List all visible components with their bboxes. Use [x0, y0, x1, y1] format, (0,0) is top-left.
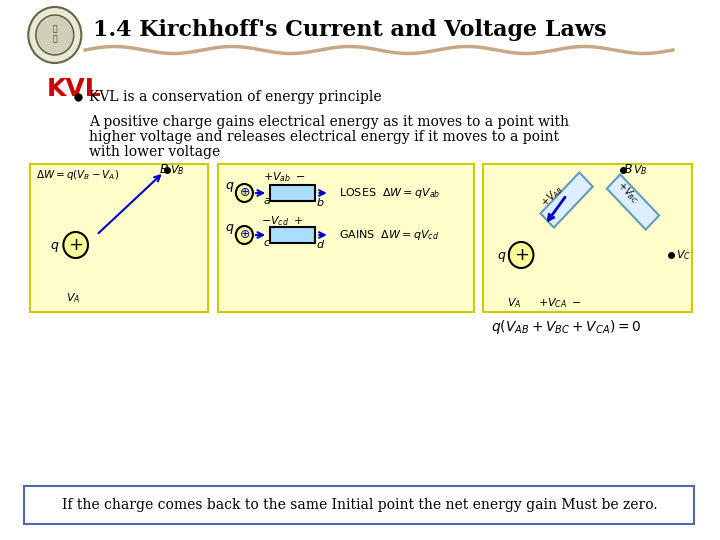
Text: $\oplus$: $\oplus$	[239, 186, 250, 199]
Circle shape	[509, 242, 534, 268]
FancyBboxPatch shape	[218, 164, 474, 312]
Text: $q$: $q$	[498, 250, 507, 264]
Bar	[270, 227, 315, 243]
Text: $a$: $a$	[264, 196, 271, 206]
Text: with lower voltage: with lower voltage	[89, 145, 220, 159]
Text: GAINS  $\Delta W = qV_{cd}$: GAINS $\Delta W = qV_{cd}$	[339, 228, 439, 242]
Circle shape	[236, 226, 253, 244]
Text: $+V_{BC}$: $+V_{BC}$	[614, 178, 642, 206]
Circle shape	[36, 15, 73, 55]
Text: $V_A$: $V_A$	[66, 291, 81, 305]
FancyBboxPatch shape	[30, 164, 208, 312]
Bar	[270, 185, 315, 201]
Text: $+$: $+$	[68, 236, 84, 254]
Text: $V_B$: $V_B$	[171, 163, 185, 177]
Text: 大: 大	[53, 35, 57, 44]
Text: $+V_{ab}\ -$: $+V_{ab}\ -$	[264, 170, 306, 184]
Text: $V_A$: $V_A$	[507, 296, 521, 310]
Text: 1.4 Kirchhoff's Current and Voltage Laws: 1.4 Kirchhoff's Current and Voltage Laws	[93, 19, 606, 41]
Text: $\oplus$: $\oplus$	[239, 228, 250, 241]
Circle shape	[236, 184, 253, 202]
Text: $V_B$: $V_B$	[633, 163, 647, 177]
Text: higher voltage and releases electrical energy if it moves to a point: higher voltage and releases electrical e…	[89, 130, 559, 144]
Text: $B$: $B$	[624, 163, 634, 176]
Text: KVL: KVL	[48, 77, 102, 101]
Bar	[541, 172, 593, 227]
Text: $b$: $b$	[316, 196, 325, 208]
Text: $d$: $d$	[316, 238, 325, 250]
Text: $+V_{CA}\ -$: $+V_{CA}\ -$	[538, 296, 582, 310]
FancyBboxPatch shape	[483, 164, 692, 312]
Text: KVL is a conservation of energy principle: KVL is a conservation of energy principl…	[89, 90, 382, 104]
Text: $c$: $c$	[264, 238, 271, 248]
Text: $q(V_{AB} + V_{BC} + V_{CA}) = 0$: $q(V_{AB} + V_{BC} + V_{CA}) = 0$	[491, 318, 642, 336]
Text: A positive charge gains electrical energy as it moves to a point with: A positive charge gains electrical energ…	[89, 115, 569, 129]
Text: If the charge comes back to the same Initial point the net energy gain Must be z: If the charge comes back to the same Ini…	[62, 498, 658, 512]
Text: $B$: $B$	[159, 163, 169, 176]
Circle shape	[63, 232, 88, 258]
Text: 山: 山	[53, 24, 57, 33]
Text: $+V_{AB}$: $+V_{AB}$	[538, 182, 566, 210]
Text: $q$: $q$	[225, 222, 235, 236]
Circle shape	[28, 7, 81, 63]
Text: $+$: $+$	[513, 246, 528, 264]
Text: $V_C$: $V_C$	[675, 248, 690, 262]
FancyBboxPatch shape	[24, 486, 693, 524]
Text: $\Delta W = q(V_B - V_A)$: $\Delta W = q(V_B - V_A)$	[36, 168, 120, 182]
Text: $-V_{cd}\ +$: $-V_{cd}\ +$	[261, 214, 304, 228]
Text: $q$: $q$	[225, 180, 235, 194]
Text: LOSES  $\Delta W = qV_{ab}$: LOSES $\Delta W = qV_{ab}$	[339, 186, 441, 200]
Bar	[607, 174, 659, 230]
Text: $q$: $q$	[50, 240, 60, 254]
